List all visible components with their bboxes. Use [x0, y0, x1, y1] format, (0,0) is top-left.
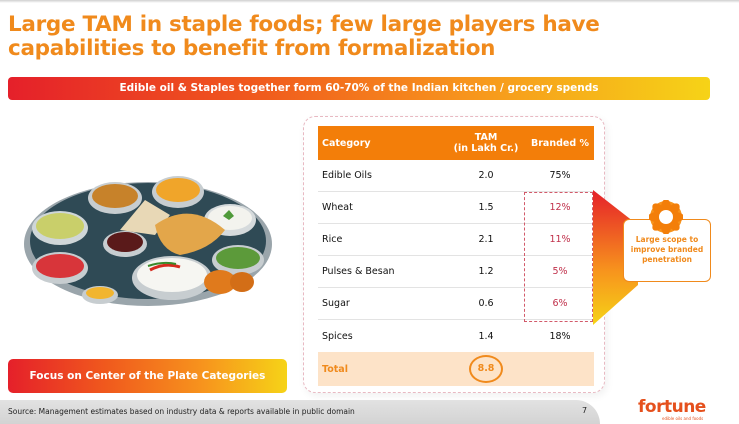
header-branded: Branded % [531, 137, 589, 149]
cell-branded: 5% [552, 266, 568, 277]
tam-table: Category TAM (in Lakh Cr.) Branded % Edi… [318, 126, 594, 386]
cell-tam: 2.1 [478, 234, 494, 245]
total-label: Total [322, 363, 348, 375]
total-tam-circled: 8.8 [469, 355, 503, 383]
source-note: Source: Management estimates based on in… [8, 407, 355, 416]
cell-tam: 1.2 [478, 266, 494, 277]
low-branded-highlight-box [524, 192, 593, 322]
total-row: Total 8.8 [318, 352, 594, 386]
cell-category: Edible Oils [322, 170, 372, 181]
header-category: Category [322, 137, 371, 149]
cell-category: Wheat [322, 202, 353, 213]
header-tam-line1: TAM [474, 132, 498, 143]
table-row: Edible Oils 2.0 75% [318, 160, 594, 192]
top-divider [0, 0, 739, 3]
table-header: Category TAM (in Lakh Cr.) Branded % [318, 126, 594, 160]
cell-tam: 2.0 [478, 170, 494, 181]
cell-branded: 18% [549, 330, 571, 342]
table-row: Pulses & Besan 1.2 5% [318, 256, 594, 288]
cell-category: Sugar [322, 298, 350, 309]
header-tam-line2: (in Lakh Cr.) [453, 143, 519, 154]
cell-branded: 12% [549, 202, 571, 213]
slide-title: Large TAM in staple foods; few large pla… [8, 12, 600, 61]
cell-category: Pulses & Besan [322, 266, 395, 277]
page-number: 7 [582, 406, 588, 415]
cell-branded: 6% [552, 298, 568, 309]
table-row: Spices 1.4 18% [318, 320, 594, 352]
focus-banner: Focus on Center of the Plate Categories [8, 359, 287, 393]
logo-tagline: edible oils and foods [662, 416, 704, 421]
footer-bar [0, 400, 600, 424]
total-tam-cell: 8.8 [446, 355, 526, 383]
table-row: Rice 2.1 11% [318, 224, 594, 256]
cell-tam: 1.4 [478, 330, 494, 342]
table-card [303, 116, 605, 393]
fortune-flower-icon [649, 200, 683, 234]
cell-branded: 75% [549, 170, 571, 181]
highlight-banner: Edible oil & Staples together form 60-70… [8, 77, 710, 100]
table-row: Sugar 0.6 6% [318, 288, 594, 320]
cell-tam: 1.5 [478, 202, 494, 213]
header-tam: TAM (in Lakh Cr.) [446, 132, 526, 154]
fortune-logo: fortune [638, 397, 706, 417]
cell-tam: 0.6 [478, 298, 494, 309]
thali-plate-image [20, 170, 275, 310]
table-row: Wheat 1.5 12% [318, 192, 594, 224]
cell-branded: 11% [549, 234, 571, 245]
cell-category: Rice [322, 234, 343, 245]
cell-category: Spices [322, 330, 353, 342]
